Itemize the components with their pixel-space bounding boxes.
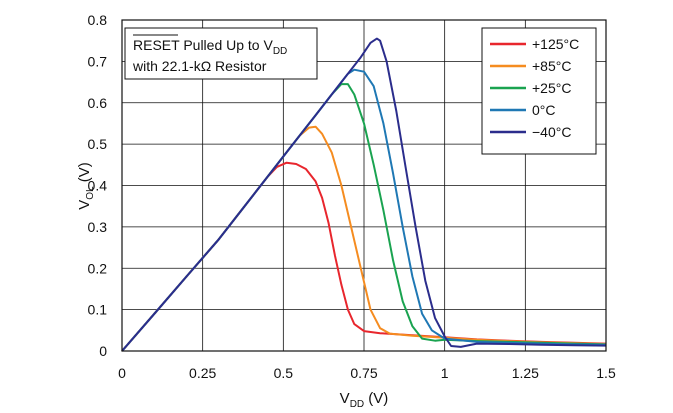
x-tick-labels: 0 0.25 0.5 0.75 1 1.25 1.5	[118, 365, 616, 381]
legend-box	[481, 27, 597, 155]
y-tick-labels: 0 0.1 0.2 0.3 0.4 0.5 0.6 0.7 0.8	[88, 12, 108, 359]
x-tick-label: 1.25	[512, 365, 539, 381]
x-tick-label: 0.75	[350, 365, 377, 381]
x-tick-label: 1	[441, 365, 449, 381]
annotation-line-1: RESET Pulled Up to VDD	[133, 37, 287, 57]
legend: +125°C +85°C +25°C 0°C −40°C	[481, 27, 597, 155]
x-tick-label: 0.5	[274, 365, 294, 381]
x-axis-label: VDD (V)	[340, 390, 389, 410]
x-tick-label: 0	[118, 365, 126, 381]
y-tick-label: 0.7	[88, 53, 108, 69]
series-lines	[121, 37, 607, 352]
y-tick-label: 0.4	[88, 178, 108, 194]
y-tick-label: 0.2	[88, 260, 108, 276]
y-tick-label: 0	[99, 343, 107, 359]
y-tick-label: 0.6	[88, 95, 108, 111]
legend-label: +85°C	[532, 58, 571, 74]
annotation-line-2: with 22.1-kΩ Resistor	[132, 58, 267, 74]
legend-label: +125°C	[532, 36, 579, 52]
y-axis-label: VOL (V)	[76, 162, 96, 210]
y-tick-label: 0.3	[88, 219, 108, 235]
y-tick-label: 0.5	[88, 136, 108, 152]
plot-frame	[121, 19, 607, 352]
x-tick-label: 0.25	[189, 365, 216, 381]
legend-label: −40°C	[532, 124, 571, 140]
y-tick-label: 0.8	[88, 12, 108, 28]
x-tick-label: 1.5	[596, 365, 616, 381]
annotation-box: RESET Pulled Up to VDD with 22.1-kΩ Resi…	[124, 27, 318, 80]
y-tick-label: 0.1	[88, 302, 108, 318]
legend-label: +25°C	[532, 80, 571, 96]
legend-label: 0°C	[532, 102, 556, 118]
series-line	[121, 37, 607, 352]
